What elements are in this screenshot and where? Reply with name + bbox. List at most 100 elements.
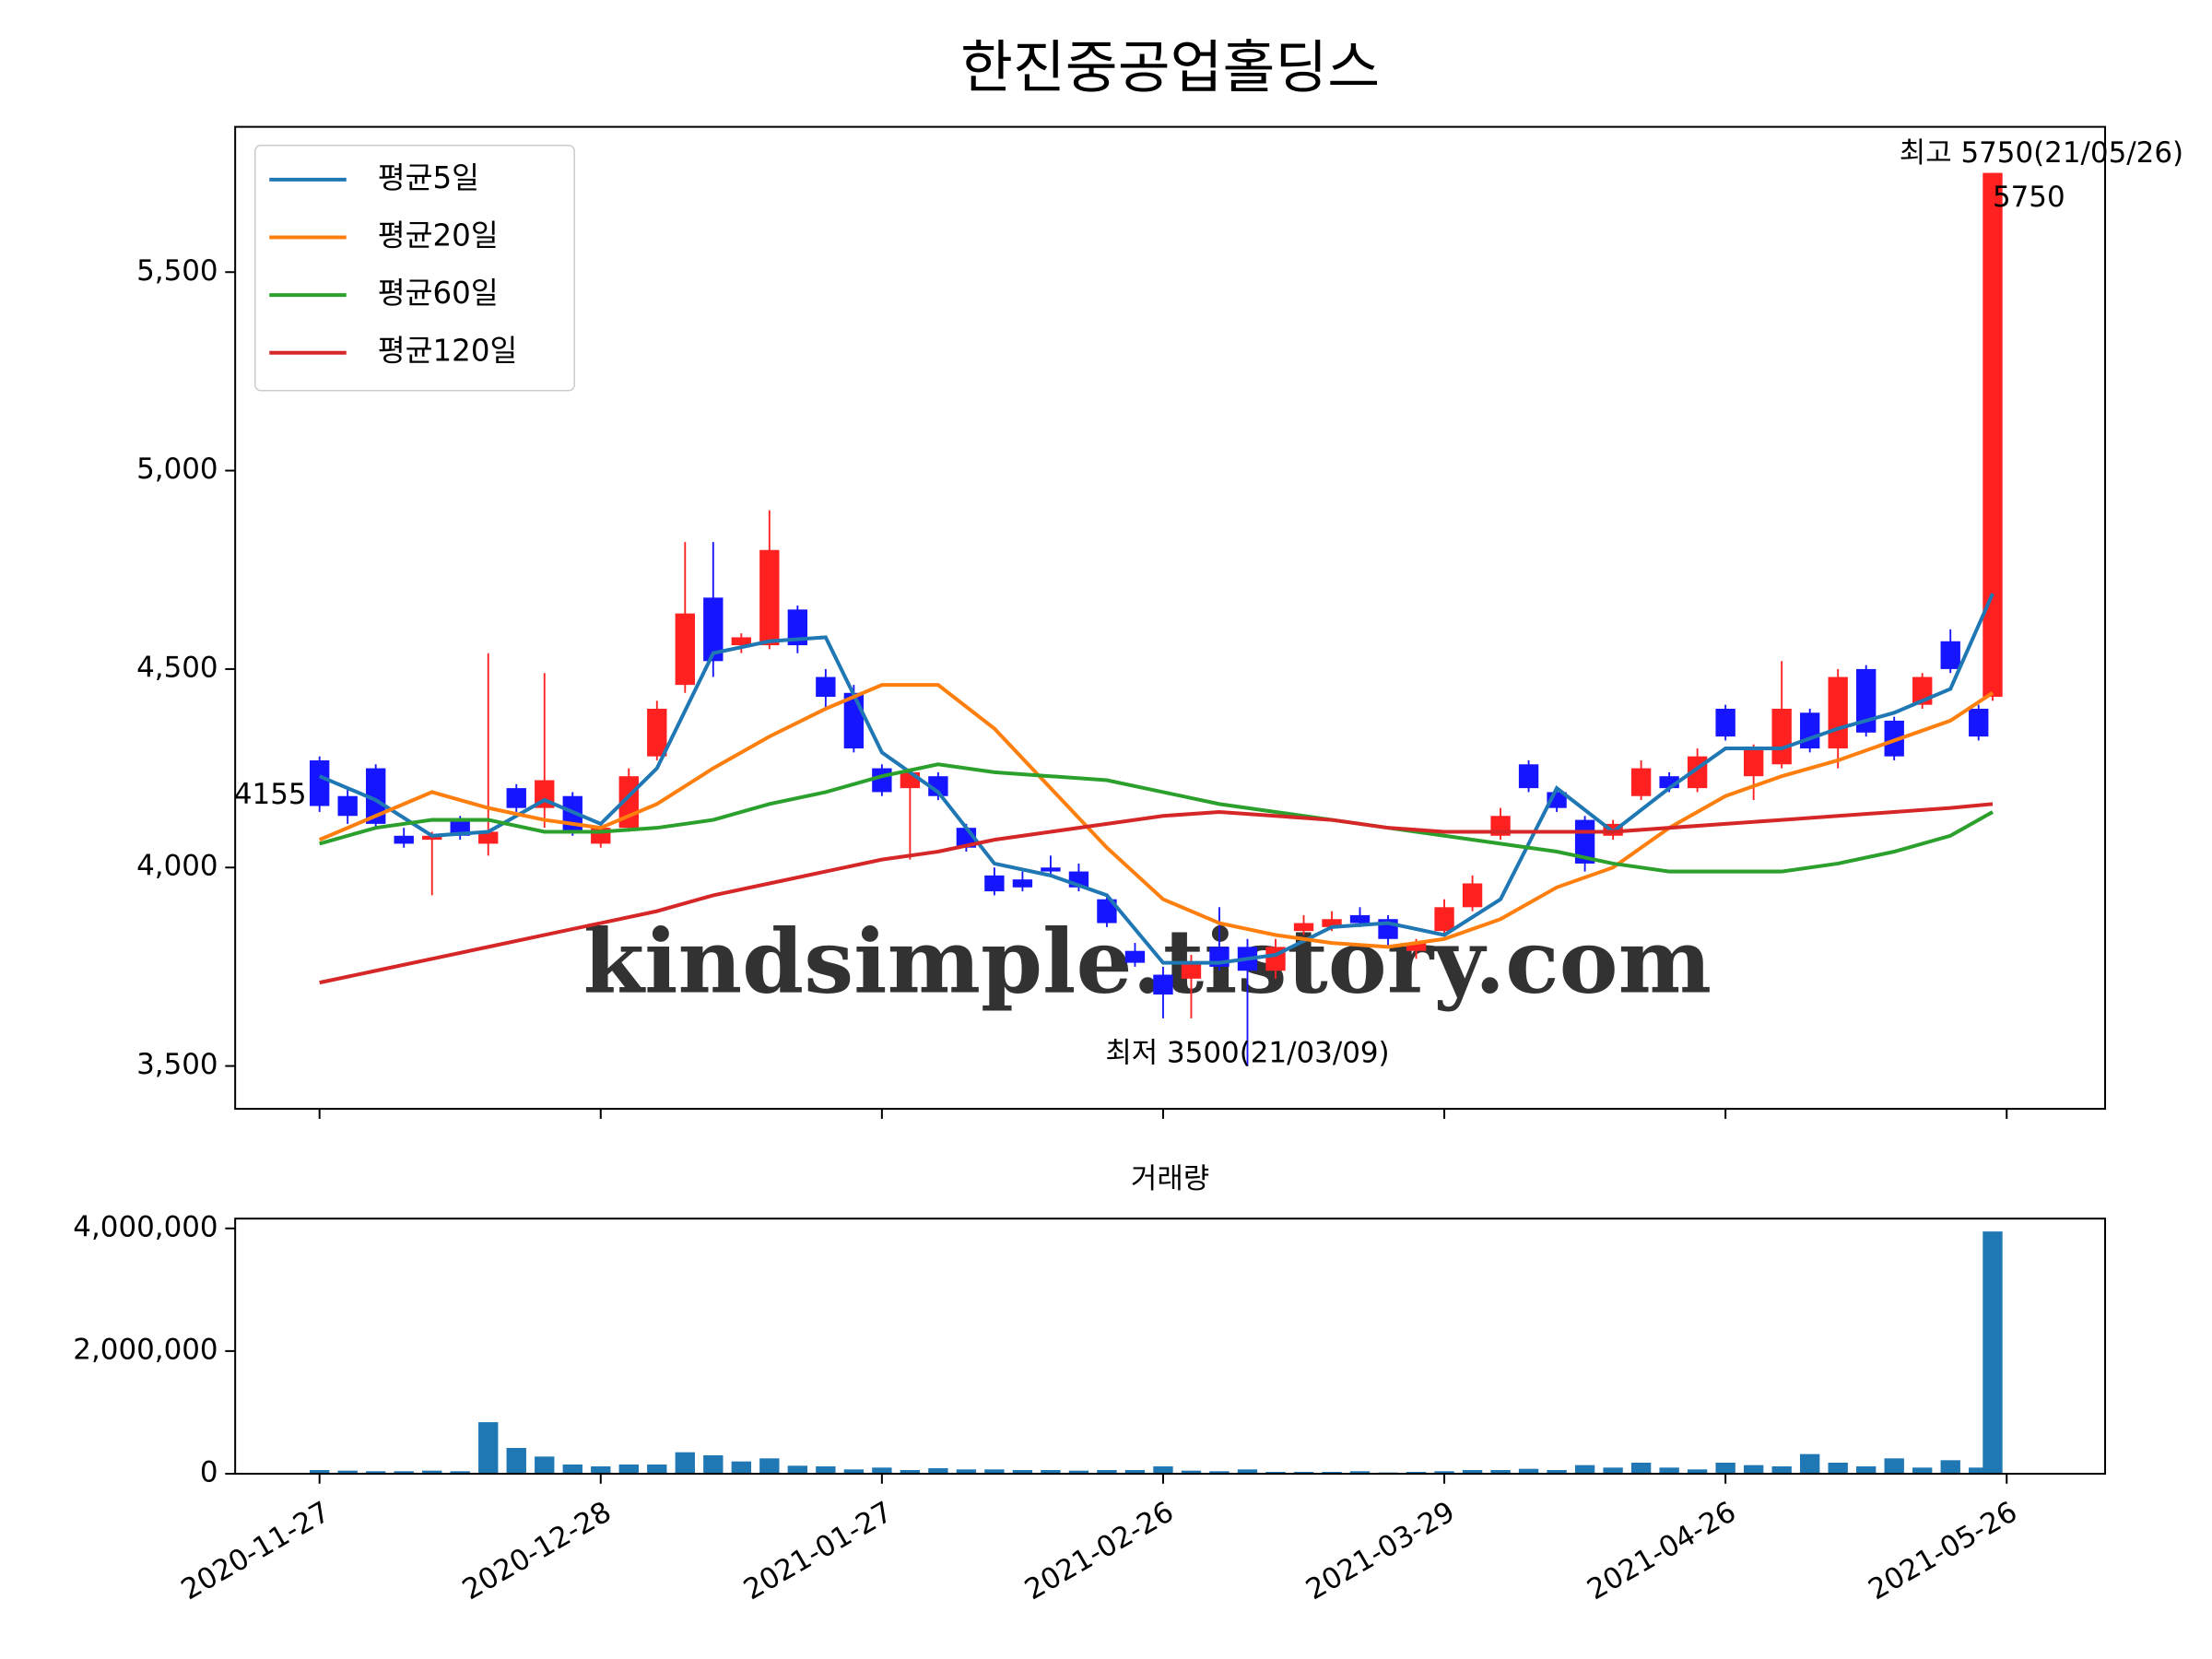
volume-bar xyxy=(1237,1469,1258,1474)
ma-line xyxy=(318,593,1994,965)
volume-bar xyxy=(1771,1465,1792,1474)
volume-bar xyxy=(1983,1231,2003,1474)
volume-bar xyxy=(1940,1460,1960,1474)
data-label: 4155 xyxy=(234,778,307,811)
y-tick-label: 4,500 xyxy=(136,651,218,684)
candle-body xyxy=(310,759,330,806)
volume-bar xyxy=(1743,1465,1764,1474)
volume-bar xyxy=(366,1471,386,1474)
volume-bar xyxy=(703,1455,724,1474)
candle-body xyxy=(1940,641,1960,669)
candle-body xyxy=(1434,907,1454,932)
y-tick-label: 4,000 xyxy=(136,850,218,883)
volume-bar xyxy=(1068,1470,1089,1474)
y-tick-label: 4,000,000 xyxy=(73,1210,218,1243)
volume-bar xyxy=(1153,1465,1173,1474)
volume-bar xyxy=(731,1461,751,1474)
volume-bar xyxy=(956,1469,977,1474)
volume-bar xyxy=(1012,1469,1033,1474)
volume-bar xyxy=(872,1467,892,1474)
candle-body xyxy=(1630,768,1652,796)
candle-body xyxy=(759,549,780,646)
legend-label: 평균60일 xyxy=(378,276,499,311)
volume-bar xyxy=(1209,1471,1230,1474)
candle-body xyxy=(647,708,667,757)
chart-title: 한진중공업홀딩스 xyxy=(960,34,1380,100)
candle-body xyxy=(787,609,808,646)
volume-bar xyxy=(787,1465,808,1474)
volume-bar xyxy=(816,1465,836,1474)
candle-body xyxy=(1518,764,1539,789)
volume-bar xyxy=(1041,1469,1061,1474)
candle-body xyxy=(422,835,442,841)
volume-bar xyxy=(1884,1458,1904,1474)
volume-bar xyxy=(1547,1469,1567,1474)
candle-body xyxy=(1856,668,1877,733)
volume-bar xyxy=(1097,1469,1117,1474)
volume-bar xyxy=(422,1470,442,1474)
y-tick-label: 5,500 xyxy=(136,254,218,288)
watermark: kindsimple.tistory.com xyxy=(583,909,1712,1013)
volume-bar xyxy=(1462,1469,1483,1474)
candle-body xyxy=(703,597,724,662)
candle-body xyxy=(1097,899,1117,924)
volume-bar xyxy=(759,1458,780,1474)
volume-bar xyxy=(618,1464,639,1474)
candle-body xyxy=(1406,943,1427,951)
candle-body xyxy=(984,875,1005,892)
volume-bar xyxy=(1969,1467,1989,1474)
volume-bar xyxy=(1518,1468,1539,1474)
candle-body xyxy=(1349,914,1371,924)
candle-body xyxy=(872,768,892,793)
volume-bar xyxy=(1856,1465,1877,1474)
y-tick-label: 5,000 xyxy=(136,453,218,486)
volume-bar xyxy=(310,1469,330,1474)
plot-frame xyxy=(234,125,2107,1111)
candle-body xyxy=(1181,962,1202,979)
candle-body xyxy=(1799,712,1820,749)
volume-title: 거래량 xyxy=(1131,1162,1209,1195)
candle-body xyxy=(1124,950,1146,963)
candle-body xyxy=(900,771,921,789)
volume-bar xyxy=(1630,1462,1652,1474)
volume-bar xyxy=(1181,1470,1202,1474)
volume-bar xyxy=(337,1470,358,1474)
volume-bar xyxy=(1124,1469,1146,1474)
candle-body xyxy=(1012,879,1033,888)
ma-line xyxy=(318,683,1994,949)
ma-line xyxy=(319,802,1994,985)
y-tick-label: 3,500 xyxy=(136,1048,218,1081)
candle-body xyxy=(1153,974,1173,995)
candle-body xyxy=(506,788,526,808)
annotation: 최저 3500(21/03/09) xyxy=(1105,1037,1389,1070)
volume-bar xyxy=(450,1471,470,1474)
candle-body xyxy=(1828,677,1848,749)
candle-body xyxy=(816,677,836,698)
annotation: 최고 5750(21/05/26) xyxy=(1900,136,2183,170)
y-tick-label: 2,000,000 xyxy=(73,1333,218,1366)
volume-bar xyxy=(1574,1465,1595,1474)
candle-body xyxy=(337,795,358,817)
candle-body xyxy=(1771,708,1792,765)
volume-bar xyxy=(1912,1467,1933,1474)
volume-bar xyxy=(1490,1469,1511,1474)
volume-bar xyxy=(506,1448,526,1474)
plot-frame xyxy=(234,1218,2107,1475)
y-tick-label: 0 xyxy=(200,1455,218,1488)
ma-line xyxy=(319,762,1994,874)
candle-body xyxy=(731,637,751,646)
candle-body xyxy=(928,776,948,796)
candle-body xyxy=(1884,720,1904,757)
candle-body xyxy=(478,831,499,844)
volume-bar xyxy=(984,1469,1005,1474)
volume-bar xyxy=(1828,1462,1848,1474)
volume-bar xyxy=(1715,1462,1735,1474)
volume-bar xyxy=(591,1465,611,1474)
volume-bar xyxy=(394,1471,414,1474)
volume-bar xyxy=(1349,1471,1371,1474)
candle-body xyxy=(1293,923,1314,932)
volume-bar xyxy=(900,1469,921,1474)
candle-body xyxy=(1715,708,1735,737)
